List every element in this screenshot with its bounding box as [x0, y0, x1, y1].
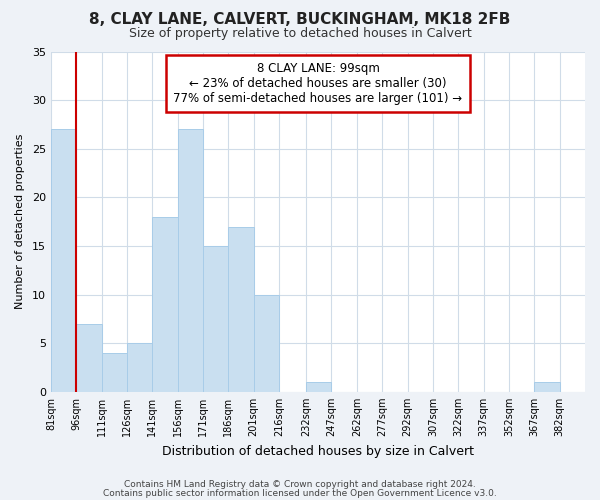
Bar	[534, 382, 560, 392]
Text: Contains HM Land Registry data © Crown copyright and database right 2024.: Contains HM Land Registry data © Crown c…	[124, 480, 476, 489]
Bar	[76, 324, 101, 392]
Bar	[178, 130, 203, 392]
Bar	[306, 382, 331, 392]
Bar	[229, 226, 254, 392]
Bar	[254, 294, 279, 392]
Bar	[127, 343, 152, 392]
Bar	[51, 130, 76, 392]
Text: Contains public sector information licensed under the Open Government Licence v3: Contains public sector information licen…	[103, 488, 497, 498]
Bar	[101, 353, 127, 392]
Y-axis label: Number of detached properties: Number of detached properties	[15, 134, 25, 310]
Bar	[152, 217, 178, 392]
Text: 8 CLAY LANE: 99sqm
← 23% of detached houses are smaller (30)
77% of semi-detache: 8 CLAY LANE: 99sqm ← 23% of detached hou…	[173, 62, 463, 104]
Text: 8, CLAY LANE, CALVERT, BUCKINGHAM, MK18 2FB: 8, CLAY LANE, CALVERT, BUCKINGHAM, MK18 …	[89, 12, 511, 28]
Bar	[203, 246, 229, 392]
X-axis label: Distribution of detached houses by size in Calvert: Distribution of detached houses by size …	[162, 444, 474, 458]
Text: Size of property relative to detached houses in Calvert: Size of property relative to detached ho…	[128, 28, 472, 40]
